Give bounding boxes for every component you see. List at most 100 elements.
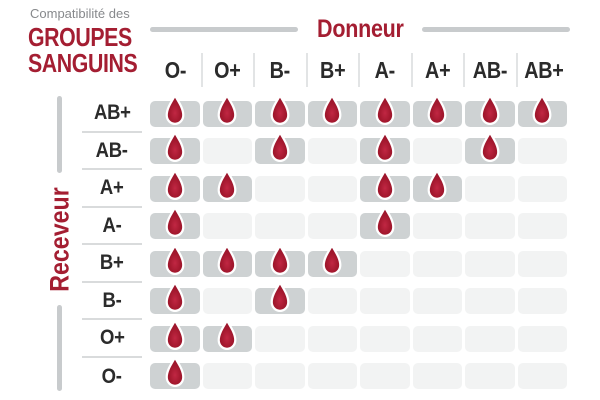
title-line2: SANGUINS [28,48,138,78]
cell-O--from-A+ [412,363,462,389]
cell-AB+-from-B- [255,93,305,127]
grid-row-B- [150,281,567,321]
title-line2-wrap: SANGUINS [28,50,161,76]
cell-AB+-from-A+ [412,93,462,127]
row-labels: AB+ AB- A+ A- B+ B- O+ O- [82,95,142,395]
cell-B--from-A+ [412,288,462,314]
donor-axis-header: Donneur [150,13,571,45]
cell-B+-from-B- [255,243,305,277]
cell-O+-from-B- [255,325,305,352]
blood-drop-icon [268,93,291,126]
title-line1-wrap: GROUPES [28,24,161,50]
blood-drop-icon [268,281,291,313]
grid-row-A- [150,206,567,246]
cell-B+-from-AB- [465,250,515,277]
cell-O+-from-O- [150,318,200,352]
cell-A+-from-A+ [412,168,462,202]
cell-O--from-A- [360,363,410,389]
cell-A+-from-AB+ [517,175,567,202]
blood-drop-icon [373,206,396,238]
grid-row-AB+ [150,93,567,133]
column-header-B-: B- [255,53,308,87]
row-label-text: A- [102,212,122,237]
blood-drop-icon [531,93,554,126]
cell-O+-from-B+ [307,325,357,352]
title-line1: GROUPES [28,22,132,52]
cell-AB+-from-O- [150,93,200,127]
column-header-label: AB- [473,57,508,83]
cell-A--from-B- [255,213,305,239]
cell-A+-from-O- [150,168,200,202]
column-header-label: O+ [214,57,242,83]
column-header-O-: O- [150,53,203,87]
blood-drop-icon [426,93,449,126]
cell-A+-from-O+ [202,168,252,202]
cell-AB+-from-O+ [202,93,252,127]
cell-B--from-O- [150,281,200,314]
row-label-AB-: AB- [82,133,142,170]
cell-B--from-AB+ [517,288,567,314]
donor-line-right [422,26,571,32]
cell-AB+-from-B+ [307,93,357,127]
blood-drop-icon [163,243,186,276]
column-header-O+: O+ [203,53,255,87]
cell-B--from-AB- [465,288,515,314]
cell-O--from-AB+ [517,363,567,389]
column-header-label: B- [270,57,291,83]
cell-B+-from-AB+ [517,250,567,277]
blood-drop-icon [268,131,291,163]
recipient-line-bottom [57,305,62,391]
blood-drop-icon [268,243,291,276]
cell-AB--from-AB+ [517,138,567,164]
cell-A+-from-B+ [307,175,357,202]
blood-drop-icon [216,168,239,201]
cell-AB--from-B- [255,131,305,164]
cell-B+-from-O- [150,243,200,277]
title-eyebrow: Compatibilité des [30,6,130,21]
blood-drop-icon [478,93,501,126]
row-label-B+: B+ [82,245,142,283]
cell-O--from-B+ [307,363,357,389]
blood-drop-icon [373,93,396,126]
cell-A+-from-B- [255,175,305,202]
cell-A--from-A- [360,206,410,239]
blood-drop-icon [163,93,186,126]
row-label-text: A+ [100,175,124,200]
cell-B--from-B- [255,281,305,314]
grid-row-AB- [150,131,567,171]
row-label-A+: A+ [82,170,142,208]
blood-drop-icon [216,318,239,351]
blood-drop-icon [216,243,239,276]
cell-A--from-AB+ [517,213,567,239]
grid-row-O- [150,356,567,396]
recipient-axis-header: Receveur [30,178,90,300]
column-header-B+: B+ [308,53,360,87]
blood-drop-icon [163,131,186,163]
row-label-O+: O+ [82,320,142,358]
column-header-label: A+ [425,57,451,83]
cell-O--from-O+ [202,363,252,389]
row-label-text: AB- [95,137,129,162]
cell-O+-from-A- [360,325,410,352]
cell-O+-from-AB- [465,325,515,352]
cell-AB+-from-A- [360,93,410,127]
cell-AB+-from-AB+ [517,93,567,127]
cell-O--from-B- [255,363,305,389]
row-label-text: O- [101,363,123,388]
cell-O+-from-O+ [202,318,252,352]
blood-drop-icon [373,131,396,163]
column-header-label: O- [164,57,187,83]
cell-O--from-AB- [465,363,515,389]
row-label-O-: O- [82,358,142,396]
cell-B+-from-A- [360,250,410,277]
blood-drop-icon [163,168,186,201]
blood-drop-icon [163,356,186,388]
blood-drop-icon [163,318,186,351]
blood-drop-icon [163,206,186,238]
cell-AB--from-B+ [307,138,357,164]
column-header-AB-: AB- [465,53,518,87]
column-header-label: AB+ [524,57,564,83]
cell-AB--from-A- [360,131,410,164]
column-header-A-: A- [360,53,413,87]
